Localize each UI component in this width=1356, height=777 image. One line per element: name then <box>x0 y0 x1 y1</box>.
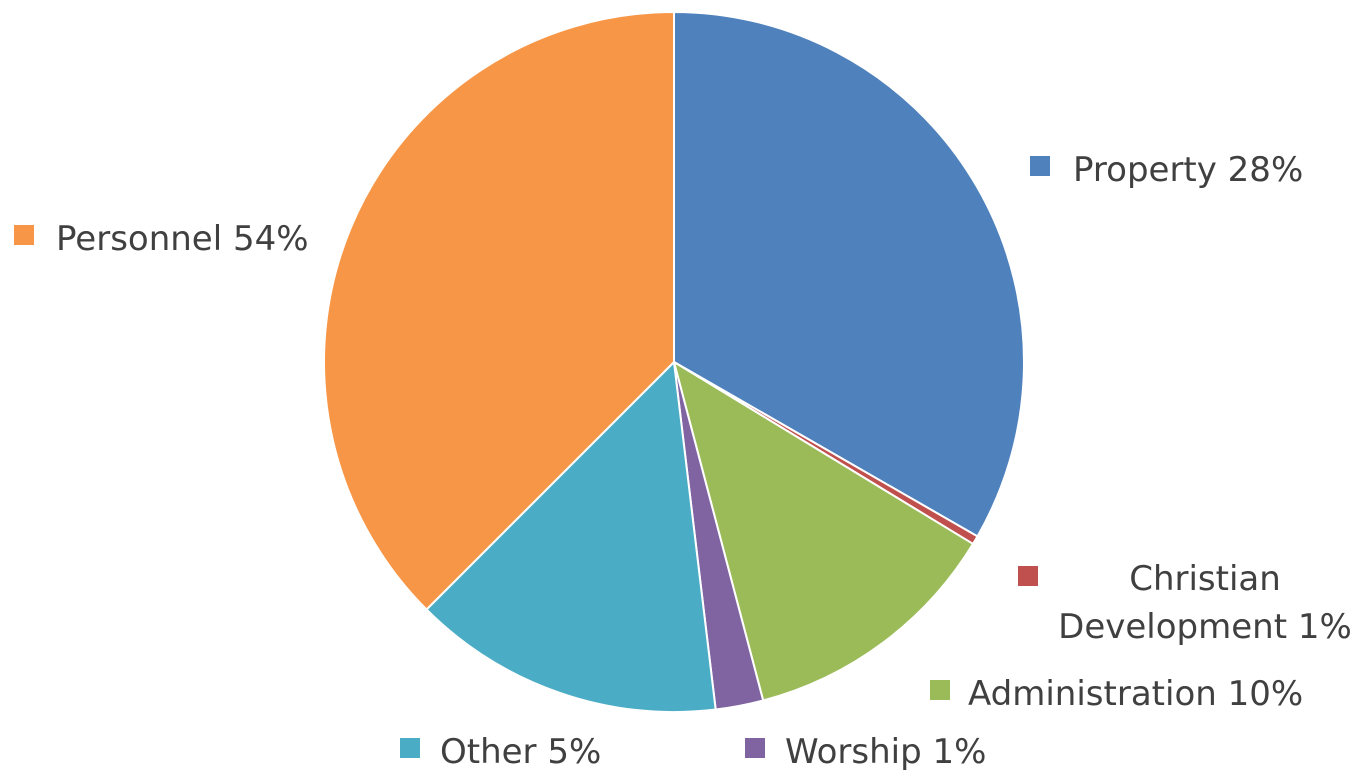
legend-item-property: Property 28% <box>1030 150 1303 190</box>
pie-slice-personnel <box>323 10 675 611</box>
legend-label-administration: Administration 10% <box>968 674 1303 714</box>
pie-slices <box>323 10 1025 713</box>
legend-item-personnel: Personnel 54% <box>14 219 309 259</box>
legend-swatch-property <box>1030 156 1050 176</box>
legend-label-christian-development-line2: Development 1% <box>1058 607 1352 647</box>
legend-label-property: Property 28% <box>1073 150 1303 190</box>
legend-item-other: Other 5% <box>400 732 601 772</box>
legend-swatch-worship <box>745 738 765 758</box>
legend-label-personnel: Personnel 54% <box>56 219 309 259</box>
pie-slice-administration <box>672 359 975 702</box>
legend-item-christian-development: Christian Development 1% <box>1018 559 1352 647</box>
legend-swatch-administration <box>930 680 950 700</box>
legend-label-christian-development-line1: Christian <box>1129 559 1281 599</box>
legend-swatch-christian-development <box>1018 566 1038 586</box>
legend-label-other: Other 5% <box>440 732 601 772</box>
legend-label-worship: Worship 1% <box>785 732 986 772</box>
legend-item-worship: Worship 1% <box>745 732 986 772</box>
legend-swatch-personnel <box>14 225 34 245</box>
pie-slice-property <box>673 10 1025 538</box>
legend-item-administration: Administration 10% <box>930 674 1303 714</box>
legend-swatch-other <box>400 738 420 758</box>
pie-slice-other <box>425 359 717 713</box>
